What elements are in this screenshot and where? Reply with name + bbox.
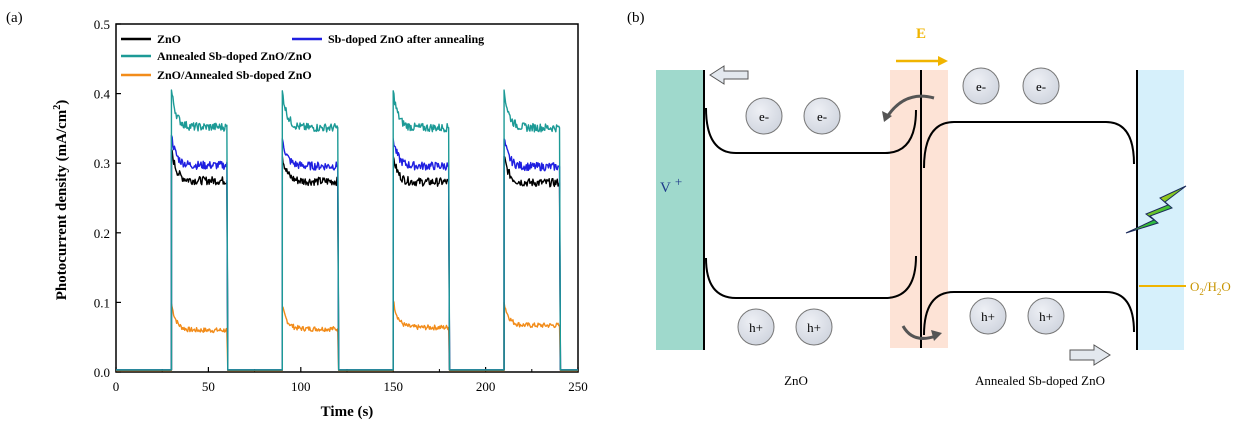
panel-a-label: (a) (6, 10, 23, 26)
electron-label: e- (976, 79, 986, 94)
chart-a: 0 50 100 150 200 250 0.0 0.1 0.2 0.3 0.4 0.5 ZnO S… (52, 17, 588, 420)
electron-label: e- (759, 109, 769, 124)
y-axis-title-main: Photocurrent density (mA/cm (54, 109, 70, 300)
legend-label-sb-doped: Sb-doped ZnO after annealing (328, 32, 484, 46)
electron-carrier (803, 97, 841, 135)
sb-zno-valence-band (923, 291, 1135, 336)
sb-zno-material-label: Annealed Sb-doped ZnO (975, 373, 1105, 388)
hole-label: h+ (1039, 309, 1053, 324)
electron-transfer-arrowhead (882, 111, 892, 122)
x-tick-label: 150 (383, 379, 403, 394)
x-axis-title: Time (s) (321, 404, 374, 420)
hole-carrier (795, 308, 833, 346)
x-tick-label: 250 (568, 379, 588, 394)
electron-carrier (1022, 67, 1060, 105)
electron-carrier (962, 67, 1000, 105)
electron-flow-left-arrow (709, 65, 749, 85)
vacancy-label-main: V (660, 180, 671, 196)
x-tick-label: 200 (476, 379, 496, 394)
legend-label-zno: ZnO (157, 32, 181, 46)
redox-sub1: 2 (1199, 287, 1204, 297)
hole-label: h+ (981, 309, 995, 324)
series-line (116, 148, 578, 371)
y-tick-label: 0.5 (94, 17, 110, 32)
hole-label: h+ (749, 320, 763, 335)
hole-label: h+ (807, 320, 821, 335)
y-tick-label: 0.3 (94, 156, 110, 171)
redox-o: O (1190, 279, 1199, 294)
hole-transfer-curved-arrow (901, 325, 937, 340)
zno-material-label: ZnO (784, 373, 808, 388)
sb-zno-conduction-band (923, 121, 1135, 169)
electric-field-arrowhead (938, 56, 948, 66)
hole-flow-right-arrow (1069, 344, 1111, 366)
series-line (116, 89, 578, 371)
oxygen-vacancy-region (656, 70, 704, 350)
panel-b-label: (b) (627, 10, 645, 26)
interface-region (890, 70, 948, 348)
zno-valence-band (705, 255, 917, 299)
electron-carrier (745, 97, 783, 135)
x-tick-label: 100 (291, 379, 311, 394)
y-axis-title: Photocurrent density (mA/cm2) (52, 100, 70, 301)
x-tick-label: 50 (202, 379, 215, 394)
x-axis-ticks: 0 50 100 150 200 250 (113, 367, 588, 394)
electron-label: e- (817, 109, 827, 124)
legend-label-zno-annealed: ZnO/Annealed Sb-doped ZnO (157, 68, 312, 82)
hole-carrier (969, 297, 1007, 335)
zno-conduction-band (705, 107, 917, 154)
y-tick-label: 0.2 (94, 226, 110, 241)
y-tick-label: 0.4 (94, 87, 111, 102)
redox-end: O (1221, 279, 1230, 294)
y-axis-title-superscript: 2 (52, 105, 63, 110)
y-axis-title-end: ) (54, 100, 70, 105)
hole-carrier (737, 308, 775, 346)
band-diagram: E V + e- e- e- e- h+ h+ h+ h+ O2/H (656, 26, 1231, 388)
electric-field-label: E (916, 26, 926, 42)
redox-sub2: 2 (1217, 287, 1222, 297)
hole-carrier (1027, 297, 1065, 335)
light-bolt-icon (1125, 185, 1187, 234)
y-tick-label: 0.0 (94, 365, 110, 380)
x-tick-label: 0 (113, 379, 120, 394)
y-tick-label: 0.1 (94, 295, 110, 310)
series-line (116, 299, 578, 372)
series-layer (116, 89, 578, 372)
electron-transfer-curved-arrow (885, 94, 935, 118)
hole-transfer-arrowhead (931, 330, 942, 341)
redox-mid: /H (1204, 279, 1217, 294)
electron-label: e- (1036, 79, 1046, 94)
legend-label-annealed-heterojunction: Annealed Sb-doped ZnO/ZnO (157, 49, 312, 63)
vacancy-label: V + (660, 174, 682, 196)
y-axis-ticks: 0.0 0.1 0.2 0.3 0.4 0.5 (94, 17, 121, 380)
vacancy-label-superscript: + (675, 174, 682, 189)
redox-label: O2/H2O (1190, 279, 1231, 297)
legend: ZnO Sb-doped ZnO after annealing Anneale… (121, 32, 484, 82)
